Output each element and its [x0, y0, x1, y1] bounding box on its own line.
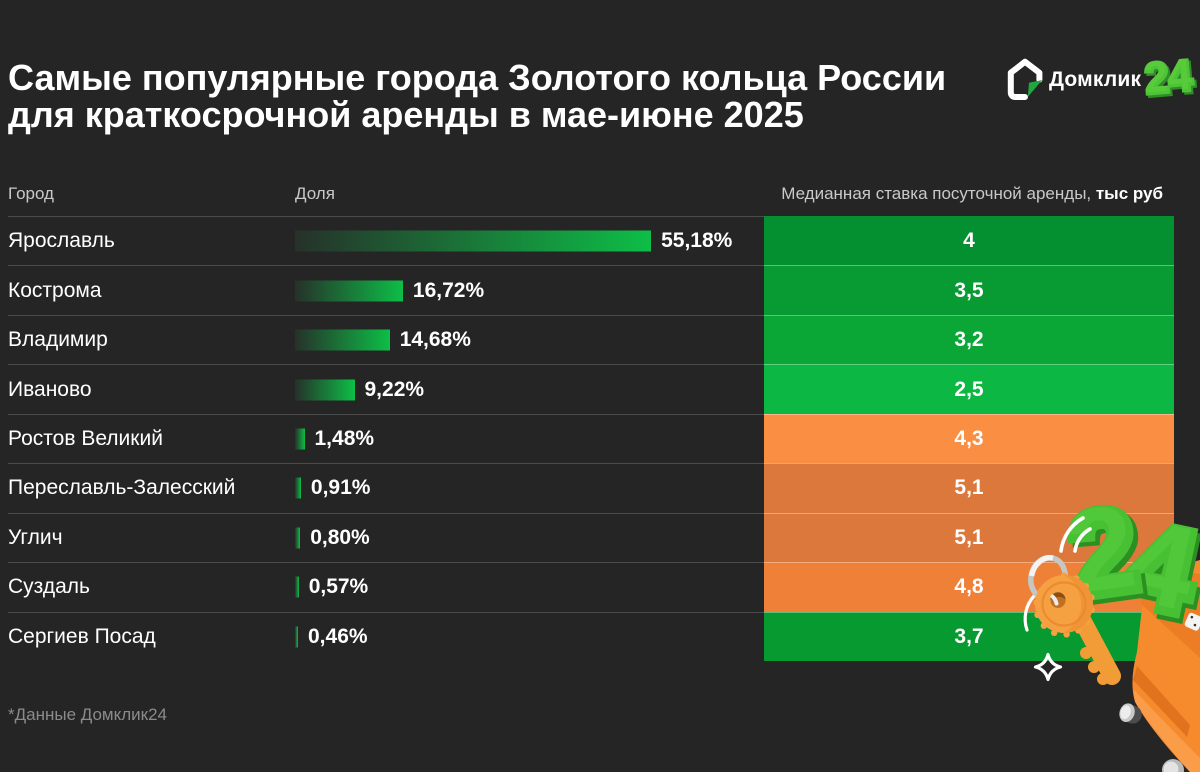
svg-text:24: 24: [1141, 50, 1194, 103]
svg-text:24: 24: [1143, 51, 1196, 104]
svg-text:24: 24: [1145, 53, 1198, 106]
svg-text:2: 2: [1062, 483, 1145, 623]
